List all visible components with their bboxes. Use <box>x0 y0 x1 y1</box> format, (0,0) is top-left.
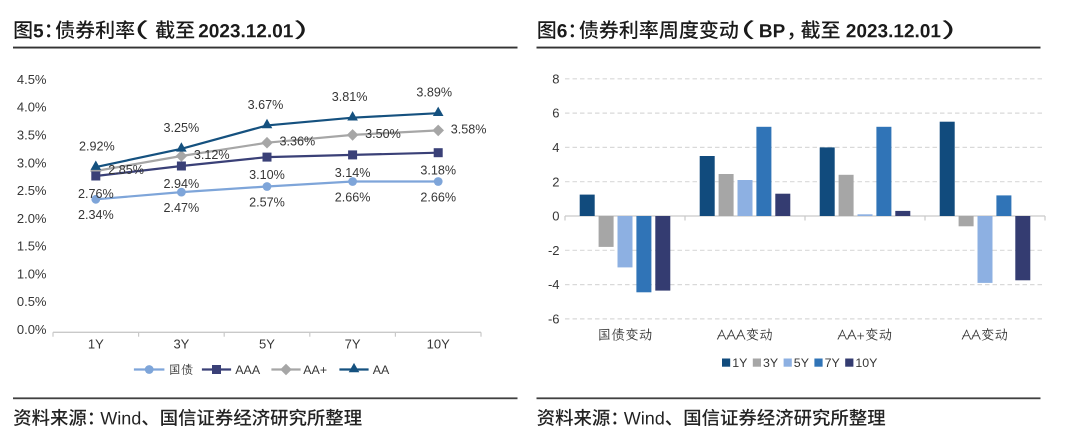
svg-text:3.14%: 3.14% <box>335 166 371 180</box>
svg-text:4.5%: 4.5% <box>17 72 47 87</box>
svg-text:2.92%: 2.92% <box>79 140 115 154</box>
svg-text:AAA: AAA <box>235 363 261 377</box>
svg-text:1Y: 1Y <box>732 356 747 370</box>
svg-text:3.36%: 3.36% <box>280 135 316 149</box>
svg-text:2.85%: 2.85% <box>108 163 144 177</box>
svg-text:3.50%: 3.50% <box>365 127 401 141</box>
svg-text:6: 6 <box>552 106 559 121</box>
svg-text:10Y: 10Y <box>427 337 450 352</box>
svg-text:3.81%: 3.81% <box>332 90 368 104</box>
svg-text:1.0%: 1.0% <box>17 266 47 281</box>
svg-text:10Y: 10Y <box>855 356 877 370</box>
svg-text:2.76%: 2.76% <box>78 187 114 201</box>
svg-text:4: 4 <box>552 140 559 155</box>
svg-text:2.57%: 2.57% <box>249 195 285 209</box>
svg-text:3.18%: 3.18% <box>420 164 456 178</box>
svg-text:-6: -6 <box>548 312 560 327</box>
svg-text:5Y: 5Y <box>794 356 809 370</box>
svg-text:8: 8 <box>552 71 559 86</box>
svg-text:3.25%: 3.25% <box>164 121 200 135</box>
svg-text:1.5%: 1.5% <box>17 239 47 254</box>
svg-text:3.0%: 3.0% <box>17 155 47 170</box>
svg-text:3.5%: 3.5% <box>17 128 47 143</box>
svg-text:2: 2 <box>552 174 559 189</box>
svg-text:3.89%: 3.89% <box>416 86 452 100</box>
svg-text:3.12%: 3.12% <box>194 148 230 162</box>
svg-text:3.67%: 3.67% <box>248 98 284 112</box>
svg-text:AA+: AA+ <box>303 363 327 377</box>
svg-text:7Y: 7Y <box>345 337 361 352</box>
svg-text:-2: -2 <box>548 243 560 258</box>
svg-text:7Y: 7Y <box>825 356 840 370</box>
svg-text:3.10%: 3.10% <box>249 168 285 182</box>
svg-text:2.0%: 2.0% <box>17 211 47 226</box>
svg-text:2.66%: 2.66% <box>335 190 371 204</box>
svg-text:2.5%: 2.5% <box>17 183 47 198</box>
svg-text:4.0%: 4.0% <box>17 100 47 115</box>
svg-text:2.34%: 2.34% <box>78 208 114 222</box>
svg-text:1Y: 1Y <box>88 337 104 352</box>
svg-text:3Y: 3Y <box>763 356 778 370</box>
svg-text:-4: -4 <box>548 277 560 292</box>
svg-text:3.58%: 3.58% <box>451 122 487 136</box>
svg-text:0.5%: 0.5% <box>17 294 47 309</box>
svg-text:2.47%: 2.47% <box>164 201 200 215</box>
svg-text:0: 0 <box>552 209 559 224</box>
svg-text:2.66%: 2.66% <box>420 190 456 204</box>
svg-text:3Y: 3Y <box>173 337 189 352</box>
svg-text:5Y: 5Y <box>259 337 275 352</box>
svg-text:AA: AA <box>373 363 390 377</box>
svg-text:2.94%: 2.94% <box>164 177 200 191</box>
svg-text:0.0%: 0.0% <box>17 322 47 337</box>
